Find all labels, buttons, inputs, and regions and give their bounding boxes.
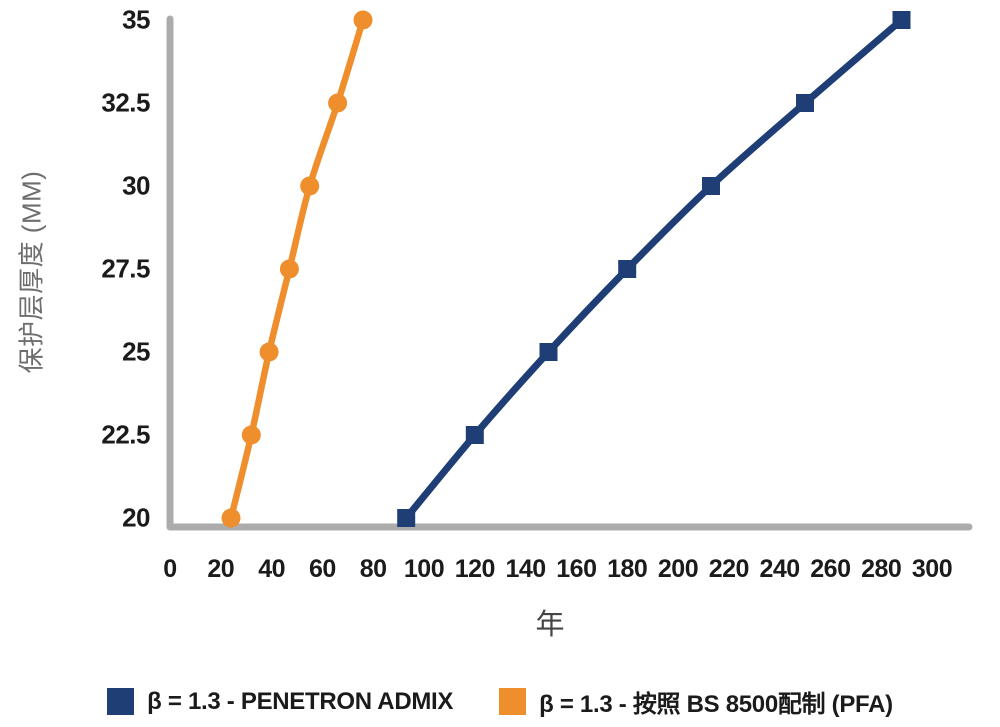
chart-canvas: [166, 10, 973, 531]
legend-item-0: β = 1.3 - PENETRON ADMIX: [107, 688, 453, 716]
x-tick-label: 120: [454, 555, 496, 583]
data-point-marker-circle: [328, 93, 348, 113]
data-point-marker-square: [397, 509, 416, 527]
x-tick-label: 60: [308, 555, 336, 583]
data-point-marker-square: [796, 94, 814, 112]
x-tick-label: 260: [810, 555, 851, 583]
y-tick-label: 20: [122, 502, 150, 533]
x-tick-label: 160: [556, 555, 597, 583]
data-point-marker-circle: [279, 259, 299, 279]
y-tick-label: 35: [122, 4, 150, 35]
y-axis-title: 保护层厚度 (MM): [16, 170, 47, 374]
y-tick-label: 22.5: [101, 419, 150, 450]
data-point-marker-circle: [221, 508, 241, 528]
x-tick-label: 40: [258, 555, 285, 583]
x-tick-label: 180: [607, 555, 648, 583]
x-tick-label: 240: [759, 555, 800, 583]
x-tick-label: 280: [861, 555, 902, 583]
data-point-marker-circle: [353, 10, 373, 30]
y-tick-label: 25: [122, 336, 150, 367]
legend-label: β = 1.3 - 按照 BS 8500配制 (PFA): [539, 691, 893, 718]
legend-item-1: β = 1.3 - 按照 BS 8500配制 (PFA): [499, 684, 893, 719]
x-tick-label: 200: [657, 555, 699, 583]
data-point-marker-square: [539, 343, 558, 361]
x-tick-label: 100: [403, 555, 445, 583]
legend-swatch-icon: [499, 688, 527, 715]
data-point-marker-circle: [259, 342, 279, 362]
x-tick-label: 220: [708, 555, 750, 583]
x-tick-label: 0: [163, 555, 177, 583]
x-tick-label: 300: [911, 555, 953, 583]
legend-swatch-icon: [107, 688, 135, 715]
x-tick-label: 80: [359, 555, 387, 583]
x-tick-label: 20: [207, 555, 235, 583]
x-tick-label: 140: [505, 555, 546, 583]
x-axis-title: 年: [535, 609, 565, 641]
data-point-marker-square: [465, 426, 484, 444]
data-point-marker-square: [702, 177, 720, 195]
data-point-marker-square: [618, 260, 637, 278]
data-point-marker-circle: [300, 176, 320, 196]
y-tick-label: 32.5: [101, 87, 150, 118]
legend-label: β = 1.3 - PENETRON ADMIX: [147, 687, 454, 715]
data-point-marker-square: [892, 11, 911, 29]
data-point-marker-circle: [241, 425, 261, 445]
y-tick-label: 30: [122, 170, 150, 201]
y-tick-label: 27.5: [101, 253, 150, 284]
chart-legend: β = 1.3 - PENETRON ADMIX β = 1.3 - 按照 BS …: [0, 684, 1000, 719]
